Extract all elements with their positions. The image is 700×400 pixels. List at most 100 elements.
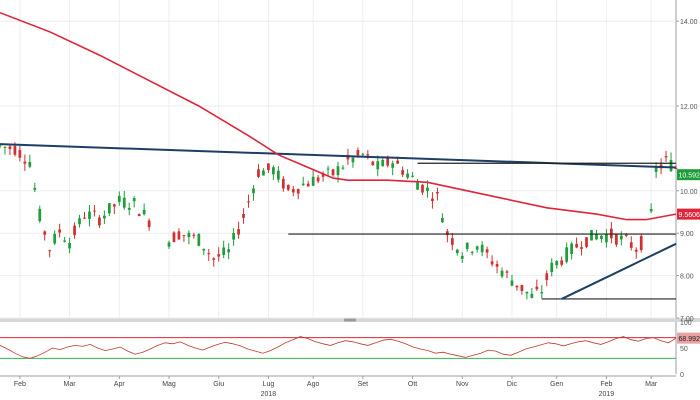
x-tick-label: Mar [645, 381, 658, 388]
y-tick-label: 9.00 [680, 231, 694, 238]
candle-body [276, 170, 280, 180]
candle-body [286, 184, 290, 190]
candle-body [515, 285, 519, 288]
candle-body [600, 235, 603, 239]
candle-body [366, 154, 370, 156]
osc-plot-area [0, 322, 676, 374]
candle-body [490, 261, 494, 265]
candle-body [664, 156, 668, 158]
candle-body [187, 232, 191, 238]
candle-body [590, 230, 593, 241]
candle-body [654, 166, 658, 172]
candle-body [441, 218, 444, 223]
pane-divider-handle [344, 318, 356, 322]
candle-body [485, 249, 489, 253]
candle-body [192, 234, 196, 236]
candle-body [247, 201, 250, 203]
candle-body [98, 217, 101, 226]
candle-body [291, 188, 295, 193]
x-tick-label: Dic [507, 381, 518, 388]
osc-y-tick-label: 50 [680, 346, 688, 353]
candle-body [475, 246, 479, 250]
candle-body [8, 146, 12, 150]
candle-body [505, 271, 509, 273]
candle-body [132, 198, 136, 202]
candle-body [311, 176, 315, 186]
candle-body [595, 234, 598, 240]
candle-body [341, 167, 345, 169]
candle-body [202, 248, 206, 251]
candle-body [147, 220, 151, 228]
candle-body [58, 229, 62, 233]
candle-body [331, 169, 335, 176]
candle-body [272, 167, 275, 175]
x-axis: Feb Mar Apr Mag Giu Lug Ago Set Ott Nov Dic Gen Feb M… [0, 375, 676, 398]
y-tick-label: 10.00 [680, 189, 698, 196]
candle-body [257, 169, 260, 177]
candle-body [122, 197, 126, 208]
candle-body [13, 146, 17, 155]
candle-body [421, 184, 424, 193]
candle-body [455, 249, 459, 254]
candle-body [356, 150, 360, 156]
y-tick-label: 14.00 [680, 19, 698, 26]
candle-body [316, 177, 320, 182]
candle-body [78, 218, 81, 225]
candle-body [18, 150, 22, 158]
candle-body [0, 145, 2, 147]
candle-body [197, 233, 201, 246]
candle-body [252, 188, 255, 194]
candle-body [207, 253, 211, 255]
x-tick-label: Mag [162, 381, 176, 388]
candle-body [619, 235, 623, 240]
candle-body [520, 284, 524, 291]
candle-body [560, 260, 564, 265]
x-tick-label: Lug [263, 381, 275, 388]
x-tick-label: Ago [307, 381, 320, 388]
x-tick-label: Set [358, 381, 369, 388]
candle-body [53, 233, 57, 244]
x-tick-label: Gen [550, 381, 563, 388]
trendline-rising-trend [561, 242, 677, 300]
candle-body [112, 204, 116, 207]
price-pane: 14.00 12.00 10.00 9.00 8.00 7.00 10.592 9.5606 [0, 0, 700, 323]
x-tick-label: Ott [408, 381, 417, 388]
candle-body [43, 231, 47, 235]
candle-body [326, 168, 330, 170]
candle-body [301, 183, 305, 186]
candle-body [83, 217, 86, 219]
candle-body [33, 187, 37, 190]
candle-body [416, 182, 419, 190]
candle-body [107, 203, 111, 214]
candle-body [391, 163, 395, 168]
candle-body [570, 243, 573, 255]
candle-body [426, 187, 429, 192]
candle-body [267, 163, 270, 171]
candle-body [38, 209, 42, 222]
candle-body [212, 258, 216, 260]
candle-body [580, 247, 583, 249]
osc-value-tag-label: 68.9922 [679, 336, 700, 343]
candle-body [63, 240, 66, 242]
candle-body [550, 262, 554, 273]
osc-y-tick-label: 100 [680, 320, 692, 327]
candle-body [465, 242, 469, 250]
osc-value-tag-bg [677, 332, 700, 344]
candle-body [436, 191, 439, 194]
candle-body [172, 232, 176, 243]
candle-body [634, 249, 638, 252]
ma-value-tag-label: 9.5606 [679, 212, 700, 219]
candle-body [237, 229, 240, 235]
candle-body [555, 260, 559, 266]
candle-body [68, 242, 71, 249]
candle-body [306, 183, 310, 187]
candle-body [585, 237, 588, 247]
x-tick-label: Nov [456, 381, 469, 388]
candle-body [401, 170, 404, 175]
candle-body [376, 161, 380, 170]
candle-body [103, 215, 106, 219]
candle-body [217, 254, 221, 257]
candle-body [610, 228, 613, 239]
candle-body [242, 213, 245, 218]
